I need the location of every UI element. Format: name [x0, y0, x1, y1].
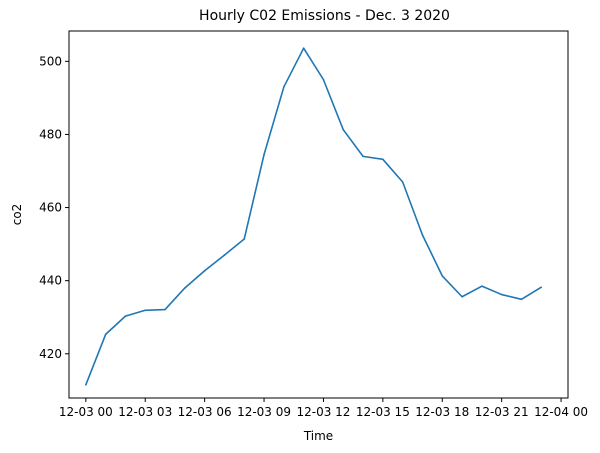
data-point	[164, 308, 166, 311]
x-tick-label: 12-03 03	[118, 405, 172, 419]
y-axis-label: co2	[10, 204, 24, 226]
x-tick-label: 12-03 18	[415, 405, 469, 419]
chart-title: Hourly C02 Emissions - Dec. 3 2020	[199, 8, 450, 24]
x-tick-label: 12-03 12	[296, 405, 350, 419]
data-point	[500, 293, 503, 296]
x-axis: 12-03 00 12-03 03 12-03 06 12-03 09 12-03 12…	[59, 398, 588, 419]
x-tick-label: 12-03 09	[237, 405, 291, 419]
data-point	[124, 315, 127, 317]
data-point	[520, 298, 523, 301]
data-point	[362, 155, 364, 158]
data-point	[243, 238, 246, 240]
x-tick-label: 12-03 15	[356, 405, 410, 419]
x-tick-label: 12-03 21	[475, 405, 529, 419]
data-point	[421, 234, 424, 236]
data-point	[302, 47, 305, 49]
x-axis-label: Time	[303, 429, 333, 443]
y-tick-label: 420	[39, 347, 62, 361]
y-tick-label: 460	[39, 201, 62, 215]
data-point	[85, 384, 87, 386]
data-point	[461, 295, 463, 298]
data-point	[283, 86, 285, 88]
y-tick-label: 480	[39, 127, 62, 141]
data-point	[223, 254, 226, 256]
data-point	[342, 128, 345, 131]
x-tick-label: 12-03 00	[59, 405, 113, 419]
y-tick-label: 500	[39, 54, 62, 68]
data-point	[144, 309, 147, 312]
data-point	[203, 269, 206, 272]
plot-area	[85, 47, 543, 386]
data-point	[540, 286, 543, 289]
data-point	[401, 181, 404, 183]
y-axis: 420 440 460 480 500	[39, 54, 69, 361]
data-point	[481, 285, 483, 287]
axes-frame	[68, 30, 569, 399]
data-point	[441, 275, 444, 277]
y-tick-label: 440	[39, 274, 62, 288]
data-point	[322, 78, 325, 81]
data-point	[263, 153, 265, 156]
x-tick-label: 12-03 06	[178, 405, 232, 419]
data-point	[184, 287, 186, 289]
data-point	[382, 158, 384, 161]
data-point	[104, 333, 107, 336]
x-tick-label: 12-04 00	[534, 405, 588, 419]
series-line	[85, 47, 542, 386]
